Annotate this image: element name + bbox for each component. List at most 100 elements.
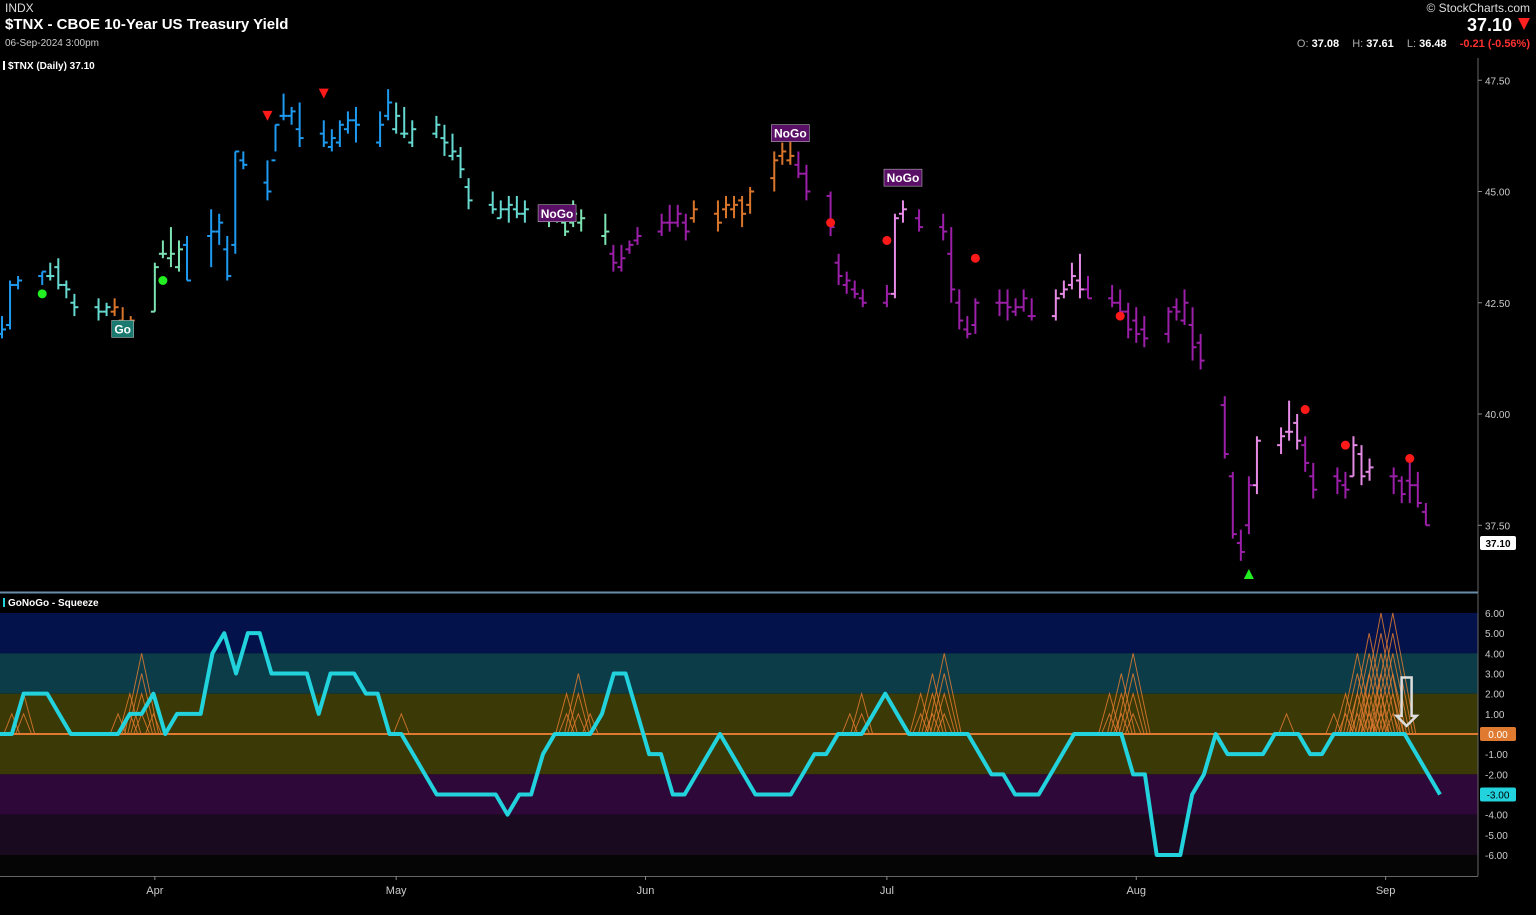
ohlc-bar — [448, 133, 457, 161]
price-panel-title: $TNX (Daily) 37.10 — [8, 61, 95, 72]
ohlc-bar — [939, 213, 948, 241]
oscillator-last-tag-text: -3.00 — [1487, 791, 1510, 802]
ohlc-bar — [1357, 445, 1366, 486]
ohlc-bar — [376, 111, 385, 147]
ohlc-bar — [1059, 280, 1068, 299]
nogo-countertrend-dot — [826, 218, 836, 228]
squeeze-tick-label: -1.00 — [1485, 750, 1508, 761]
price-change: -0.21 (-0.56%) — [1459, 38, 1530, 50]
chart-frame — [0, 58, 1479, 877]
price-down-arrow-icon — [1518, 18, 1530, 30]
zero-tag-text: 0.00 — [1488, 730, 1508, 741]
ohlc-bar — [1301, 436, 1310, 472]
squeeze-climber — [1115, 653, 1151, 735]
ohlc-bar — [1196, 333, 1205, 370]
squeeze-climber — [912, 712, 930, 735]
ohlc-bar — [1003, 289, 1012, 321]
ohlc-bar — [70, 293, 79, 317]
ohlc-bar — [319, 120, 328, 147]
ohlc-bar — [295, 102, 304, 147]
ohlc-bar — [1389, 467, 1398, 495]
nogo-countertrend-dot — [882, 235, 892, 245]
ohlc-bar — [14, 276, 23, 290]
ohlc-bar — [955, 289, 964, 330]
band-teal — [0, 653, 1478, 694]
squeeze-tick-label: 6.00 — [1485, 609, 1505, 620]
ohlc-bar — [1309, 462, 1318, 499]
price-legend-swatch — [3, 61, 5, 70]
ohlc-bar — [38, 270, 47, 285]
squeeze-climber — [124, 653, 160, 735]
ohlc-bar — [174, 240, 183, 272]
ohlc-bar — [464, 178, 473, 210]
ohlc-bar — [1244, 476, 1253, 535]
signal-label-box — [111, 320, 134, 338]
squeeze-tick-label: 1.00 — [1485, 710, 1505, 721]
price-bars — [0, 89, 1430, 561]
squeeze-climber — [1112, 712, 1130, 735]
squeeze-climber — [555, 691, 579, 735]
squeeze-climber — [130, 691, 154, 735]
ohlc-bar — [512, 195, 521, 219]
ohlc-bar — [1277, 427, 1286, 455]
ohlc-bar — [898, 200, 907, 223]
ohlc-bar — [1285, 400, 1294, 441]
squeeze-climber — [569, 712, 587, 735]
ohlc-bar — [995, 289, 1004, 317]
ohlc-bar — [158, 240, 167, 259]
ohlc-bar — [1228, 471, 1237, 539]
squeeze-tick-label: -2.00 — [1485, 770, 1508, 781]
signal-label-text: NoGo — [774, 127, 807, 141]
ohlc-bar — [1124, 302, 1133, 339]
squeeze-climber — [1121, 691, 1145, 735]
high-label: H: — [1352, 38, 1364, 50]
ohlc-bar — [496, 200, 505, 220]
squeeze-climber — [929, 673, 959, 735]
ohlc-bar — [882, 284, 891, 308]
ohlc-bar — [963, 316, 972, 339]
panel-legends: $TNX (Daily) 37.10 GoNoGo - Squeeze — [2, 59, 99, 609]
signal-markers: Go NoGo NoGo NoGo — [37, 88, 1415, 579]
ohlc-bar — [1140, 316, 1149, 348]
ohlc-bar — [166, 227, 175, 268]
open-value: 37.08 — [1311, 38, 1340, 50]
squeeze-climber — [1357, 612, 1405, 735]
ohlc-bar — [1421, 503, 1430, 527]
month-tick-label: May — [386, 885, 407, 897]
go-countertrend-dot — [37, 289, 47, 299]
index-label: INDX — [5, 1, 34, 15]
squeeze-climber — [1278, 712, 1296, 735]
ohlc-bar — [625, 240, 634, 254]
band-dark-purple — [0, 814, 1478, 855]
squeeze-climber — [118, 691, 142, 735]
squeeze-tick-label: 4.00 — [1485, 649, 1505, 660]
ohlc-bar — [850, 280, 859, 299]
ohlc-bar — [617, 244, 626, 272]
ohlc-bar — [279, 93, 288, 121]
ohlc-bar — [890, 213, 899, 299]
axes: 47.50 45.00 42.50 40.00 37.50 6.00 5.00 4.00 3.0… — [146, 76, 1516, 897]
ohlc-bar — [207, 209, 216, 268]
ohlc-bar — [46, 262, 55, 281]
squeeze-climber — [1109, 691, 1133, 735]
squeeze-climber — [1098, 691, 1121, 735]
ohlc-bar — [681, 213, 690, 241]
ohlc-bar — [1132, 307, 1141, 343]
band-purple — [0, 774, 1478, 815]
ohlc-bar — [1397, 476, 1406, 503]
ohlc-bar — [1236, 529, 1245, 561]
ohlc-bar — [504, 195, 513, 223]
squeeze-climber — [1106, 673, 1136, 735]
ohlc-bar — [1067, 262, 1076, 290]
ohlc-bar — [971, 298, 980, 334]
squeeze-climber — [1124, 712, 1142, 735]
ohlc-bar — [327, 129, 336, 152]
ohlc-bar — [110, 298, 119, 317]
signal-label-text: NoGo — [887, 171, 920, 185]
ohlc-bar — [1164, 307, 1173, 343]
nogo-countertrend-dot — [1405, 454, 1415, 463]
ohlc-bar — [408, 120, 417, 147]
stockcharts-logo[interactable]: © StockCharts.com — [1426, 1, 1530, 15]
ohlc-bar — [400, 106, 409, 139]
